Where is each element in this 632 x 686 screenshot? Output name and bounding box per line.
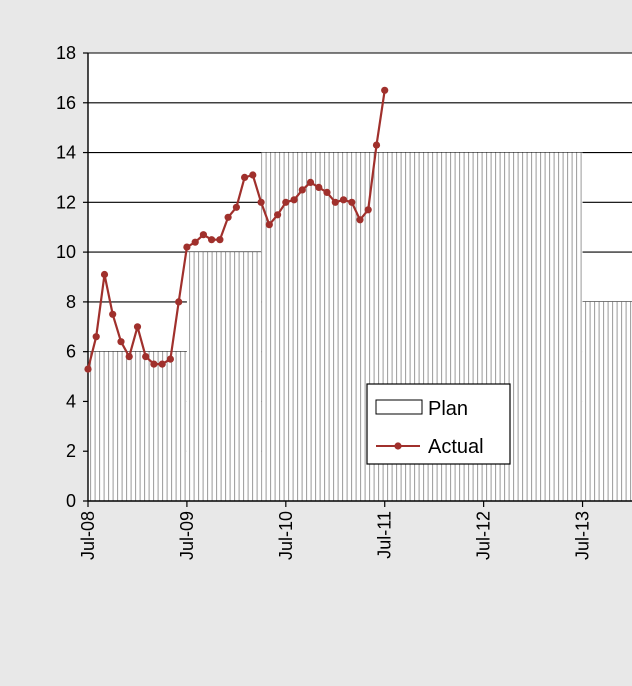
y-tick-label: 6 xyxy=(66,342,76,362)
x-tick-label: Jul-13 xyxy=(573,511,593,560)
actual-point xyxy=(84,365,92,373)
y-tick-label: 16 xyxy=(56,93,76,113)
actual-point xyxy=(257,198,265,206)
actual-point xyxy=(183,243,191,251)
x-tick-label: Jul-10 xyxy=(276,511,296,560)
actual-point xyxy=(290,196,298,204)
actual-point xyxy=(331,198,339,206)
actual-point xyxy=(199,231,207,239)
actual-point xyxy=(323,188,331,196)
y-tick-label: 4 xyxy=(66,391,76,411)
actual-point xyxy=(372,141,381,149)
legend-box xyxy=(366,383,511,465)
actual-point xyxy=(241,173,249,181)
actual-point xyxy=(150,360,158,368)
actual-point xyxy=(158,360,166,368)
actual-point xyxy=(191,238,199,246)
actual-point xyxy=(339,196,348,204)
y-tick-label: 0 xyxy=(66,491,76,511)
plan-series xyxy=(88,152,632,502)
axes xyxy=(83,52,632,507)
actual-point xyxy=(356,216,364,224)
legend-actual-label: Actual xyxy=(428,436,484,458)
actual-point xyxy=(216,236,224,244)
plan-step-bar xyxy=(88,351,187,501)
y-tick-label: 2 xyxy=(66,441,76,461)
actual-point xyxy=(265,221,273,229)
y-tick-label: 10 xyxy=(56,242,76,262)
y-tick-label: 18 xyxy=(56,43,76,63)
actual-point xyxy=(315,183,323,191)
actual-point xyxy=(348,198,356,206)
x-axis-tick-labels: Jul-08 Jul-09 Jul-10 Jul-11 Jul-12 Jul-13 xyxy=(78,511,593,560)
legend-actual-marker xyxy=(394,442,402,450)
actual-series xyxy=(84,86,389,373)
actual-point xyxy=(109,310,117,318)
actual-point xyxy=(249,171,257,179)
actual-point xyxy=(117,338,125,346)
plan-step-bar xyxy=(582,301,632,501)
plan-step-bar xyxy=(186,252,262,501)
actual-point xyxy=(364,206,372,214)
legend-plan-swatch xyxy=(375,399,423,415)
actual-point xyxy=(306,178,315,186)
x-tick-label: Jul-08 xyxy=(78,511,98,560)
y-axis-tick-labels: 0 2 4 6 8 10 12 14 16 18 xyxy=(56,43,76,511)
actual-point xyxy=(133,323,142,331)
actual-point xyxy=(381,86,389,94)
actual-point xyxy=(208,236,216,244)
actual-point xyxy=(224,213,232,221)
x-tick-label: Jul-12 xyxy=(474,511,494,560)
actual-point xyxy=(100,270,109,279)
y-tick-label: 12 xyxy=(56,192,76,212)
actual-point xyxy=(125,353,133,361)
actual-point xyxy=(142,353,150,361)
x-tick-label: Jul-09 xyxy=(177,511,197,560)
actual-point xyxy=(92,333,100,341)
legend: Plan Actual xyxy=(366,383,511,465)
actual-point xyxy=(282,198,290,206)
legend-plan-label: Plan xyxy=(428,398,468,420)
actual-point xyxy=(232,203,240,211)
actual-point xyxy=(166,355,174,363)
actual-point xyxy=(298,186,306,194)
y-tick-label: 8 xyxy=(66,292,76,312)
y-tick-label: 14 xyxy=(56,143,76,163)
actual-point xyxy=(175,298,183,306)
x-tick-label: Jul-11 xyxy=(375,511,395,559)
actual-point xyxy=(274,211,282,219)
